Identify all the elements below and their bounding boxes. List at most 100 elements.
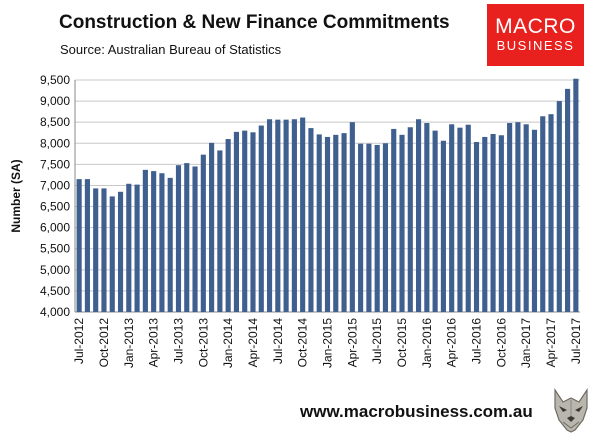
x-tick-label: Jan-2015 (321, 318, 335, 368)
y-tick-label: 6,000 (40, 221, 70, 235)
bar (449, 124, 455, 312)
bar (457, 127, 463, 312)
wolf-icon (554, 388, 588, 433)
bar (134, 184, 140, 312)
bar (258, 125, 264, 312)
bar (142, 169, 148, 312)
bar (358, 143, 364, 312)
bar (101, 188, 107, 312)
bar (151, 171, 157, 312)
x-tick-label: Jan-2017 (519, 318, 533, 368)
bar (556, 101, 562, 312)
bar (333, 134, 339, 312)
bar (283, 119, 289, 312)
bar (117, 191, 124, 312)
bar (407, 127, 413, 312)
bar (167, 177, 173, 312)
x-tick-label: Jul-2014 (271, 318, 285, 364)
bar (175, 165, 182, 312)
x-tick-label: Oct-2014 (296, 318, 310, 368)
logo-text-business: BUSINESS (496, 38, 575, 53)
bar (374, 144, 380, 312)
chart-source: Source: Australian Bureau of Statistics (60, 42, 282, 57)
website-url: www.macrobusiness.com.au (300, 402, 533, 421)
bar (159, 173, 165, 312)
x-tick-label: Jul-2016 (470, 318, 484, 364)
bar (184, 163, 190, 312)
bar (233, 131, 240, 312)
bar (349, 122, 355, 312)
y-tick-label: 7,500 (40, 157, 70, 171)
x-tick-label: Apr-2017 (544, 318, 558, 368)
bar (225, 139, 231, 312)
bar (266, 119, 273, 312)
chart-title: Construction & New Finance Commitments (59, 12, 450, 33)
x-tick-label: Jul-2015 (370, 318, 384, 364)
bar (109, 196, 115, 312)
x-tick-label: Jul-2012 (72, 318, 86, 364)
y-tick-label: 8,000 (40, 136, 70, 150)
y-tick-label: 9,500 (40, 73, 70, 87)
y-tick-label: 5,000 (40, 263, 70, 277)
y-tick-label: 8,500 (40, 115, 70, 129)
bar (399, 134, 405, 312)
x-tick-label: Apr-2015 (345, 318, 359, 368)
x-tick-label: Jul-2013 (171, 318, 185, 364)
bar (126, 183, 132, 312)
x-tick-label: Oct-2012 (97, 318, 111, 368)
macrobusiness-logo: MACRO BUSINESS (487, 4, 584, 66)
bar (490, 133, 496, 312)
bar (192, 166, 198, 312)
y-axis-title: Number (SA) (9, 159, 23, 232)
bar (424, 123, 430, 312)
bar (523, 124, 529, 312)
bar (540, 116, 546, 312)
bar (250, 132, 256, 312)
bar (515, 122, 521, 312)
bar (391, 128, 397, 312)
bar (275, 119, 281, 312)
y-tick-label: 4,500 (40, 284, 70, 298)
bar (76, 179, 82, 312)
bar (93, 188, 99, 312)
x-tick-label: Apr-2014 (246, 318, 260, 368)
bar (242, 130, 248, 312)
bar (316, 134, 322, 312)
x-tick-label: Oct-2013 (196, 318, 210, 368)
bar (548, 114, 554, 313)
logo-text-macro: MACRO (495, 15, 576, 38)
x-tick-label: Oct-2015 (395, 318, 409, 368)
x-tick-label: Jan-2013 (122, 318, 136, 368)
y-tick-label: 5,500 (40, 242, 70, 256)
y-tick-label: 9,000 (40, 94, 70, 108)
x-tick-label: Apr-2013 (147, 318, 161, 368)
bar (291, 119, 297, 312)
y-tick-label: 7,000 (40, 178, 70, 192)
bar (531, 129, 538, 312)
bar (217, 150, 223, 312)
bar (84, 179, 90, 312)
bar (473, 142, 480, 312)
bar (482, 136, 488, 312)
y-tick-label: 4,000 (40, 305, 70, 319)
bar (465, 124, 471, 312)
bar (324, 136, 331, 312)
bar (308, 128, 314, 312)
bar (573, 78, 579, 312)
bar (507, 123, 513, 312)
x-tick-label: Oct-2016 (494, 318, 508, 368)
x-tick-label: Jan-2016 (420, 318, 434, 368)
bar (565, 88, 571, 312)
bar (341, 133, 347, 312)
x-tick-label: Jan-2014 (221, 318, 235, 368)
bar (440, 140, 446, 312)
bar (432, 130, 438, 312)
bar (209, 142, 215, 312)
x-tick-label: Apr-2016 (445, 318, 459, 368)
bar (498, 135, 504, 312)
bar (300, 117, 306, 313)
bar (200, 154, 206, 312)
bar (415, 119, 422, 312)
y-tick-label: 6,500 (40, 200, 70, 214)
